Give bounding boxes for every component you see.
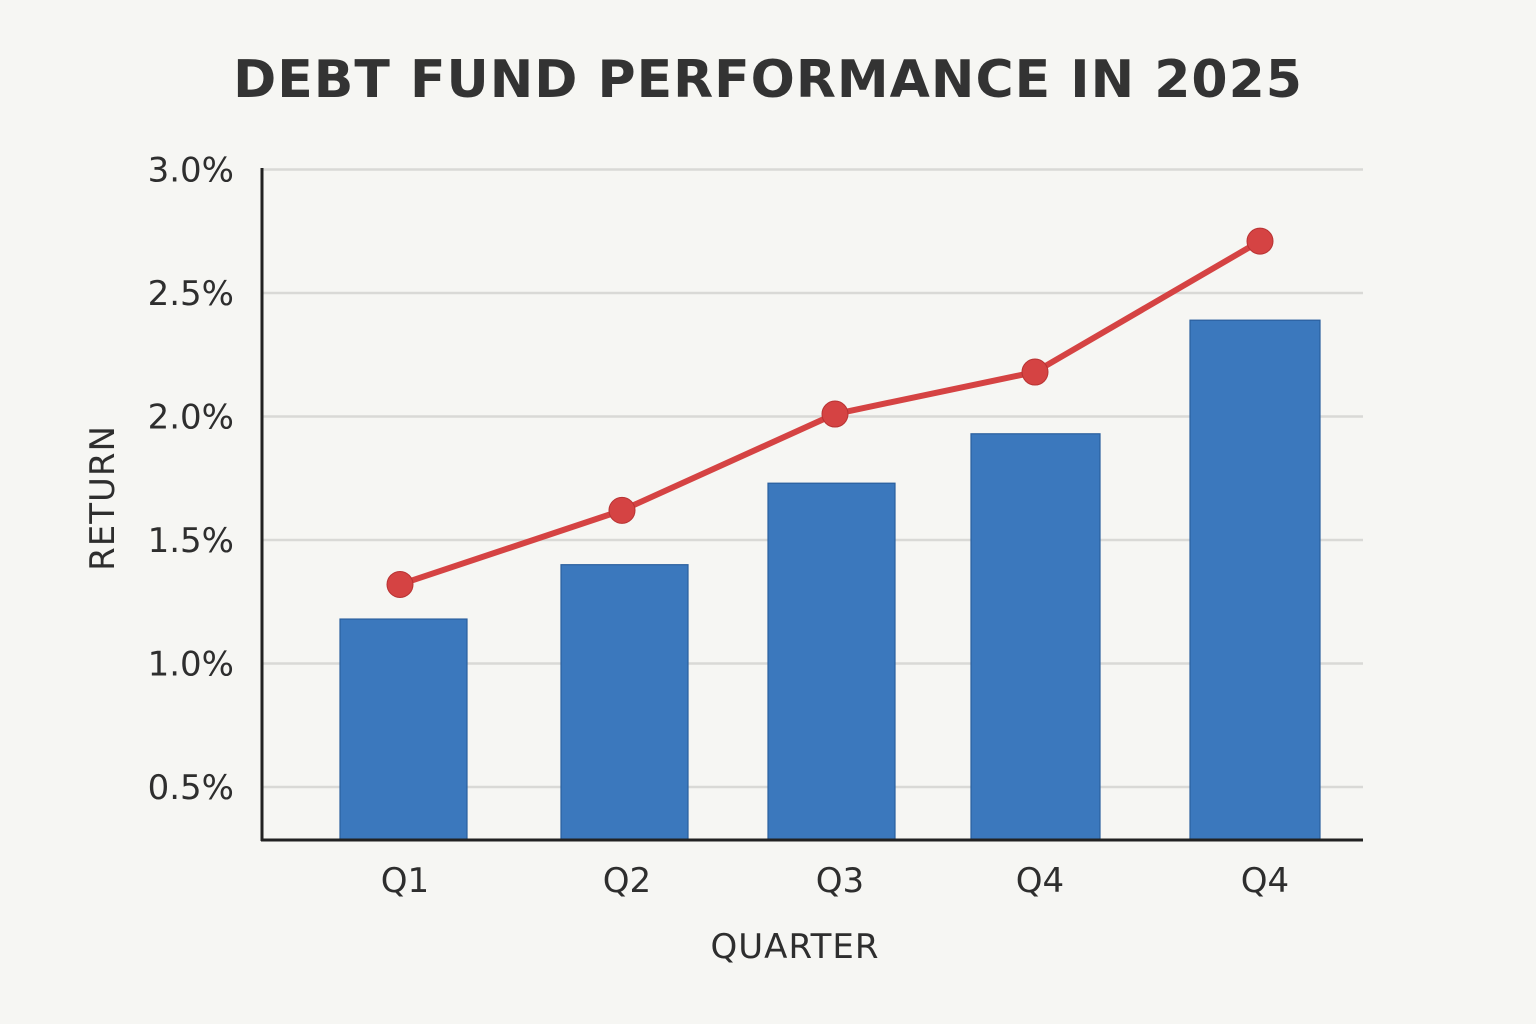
axes [260,168,1363,842]
bar-q4 [970,433,1101,841]
bar-q2 [560,564,689,841]
y-axis-ticks: 0.5% 1.0% 1.5% 2.0% 2.5% 3.0% [148,151,234,809]
line-marker [821,400,849,428]
x-axis-ticks: Q1 Q2 Q3 Q4 Q4 [381,861,1289,901]
x-tick-label: Q4 [1241,861,1289,901]
line-marker [386,570,414,598]
bar-series [339,319,1321,841]
x-tick-label: Q3 [816,861,864,901]
y-tick-label: 3.0% [148,151,234,191]
line-series [386,227,1274,598]
x-tick-label: Q2 [603,861,651,901]
y-tick-label: 1.0% [148,645,234,685]
line-marker [1021,358,1049,386]
x-tick-label: Q1 [381,861,429,901]
bar-q4 [1189,319,1321,841]
chart-title: DEBT FUND PERFORMANCE IN 2025 [233,50,1303,110]
y-tick-label: 0.5% [148,768,234,808]
y-tick-label: 1.5% [148,521,234,561]
y-axis-label: RETURN [83,425,123,571]
y-tick-label: 2.0% [148,398,234,438]
bar-q1 [339,618,468,841]
x-tick-label: Q4 [1016,861,1064,901]
x-axis-label: QUARTER [711,927,880,967]
y-tick-label: 2.5% [148,274,234,314]
line-marker [1246,227,1274,255]
line-marker [608,496,636,524]
bar-q3 [767,482,896,841]
